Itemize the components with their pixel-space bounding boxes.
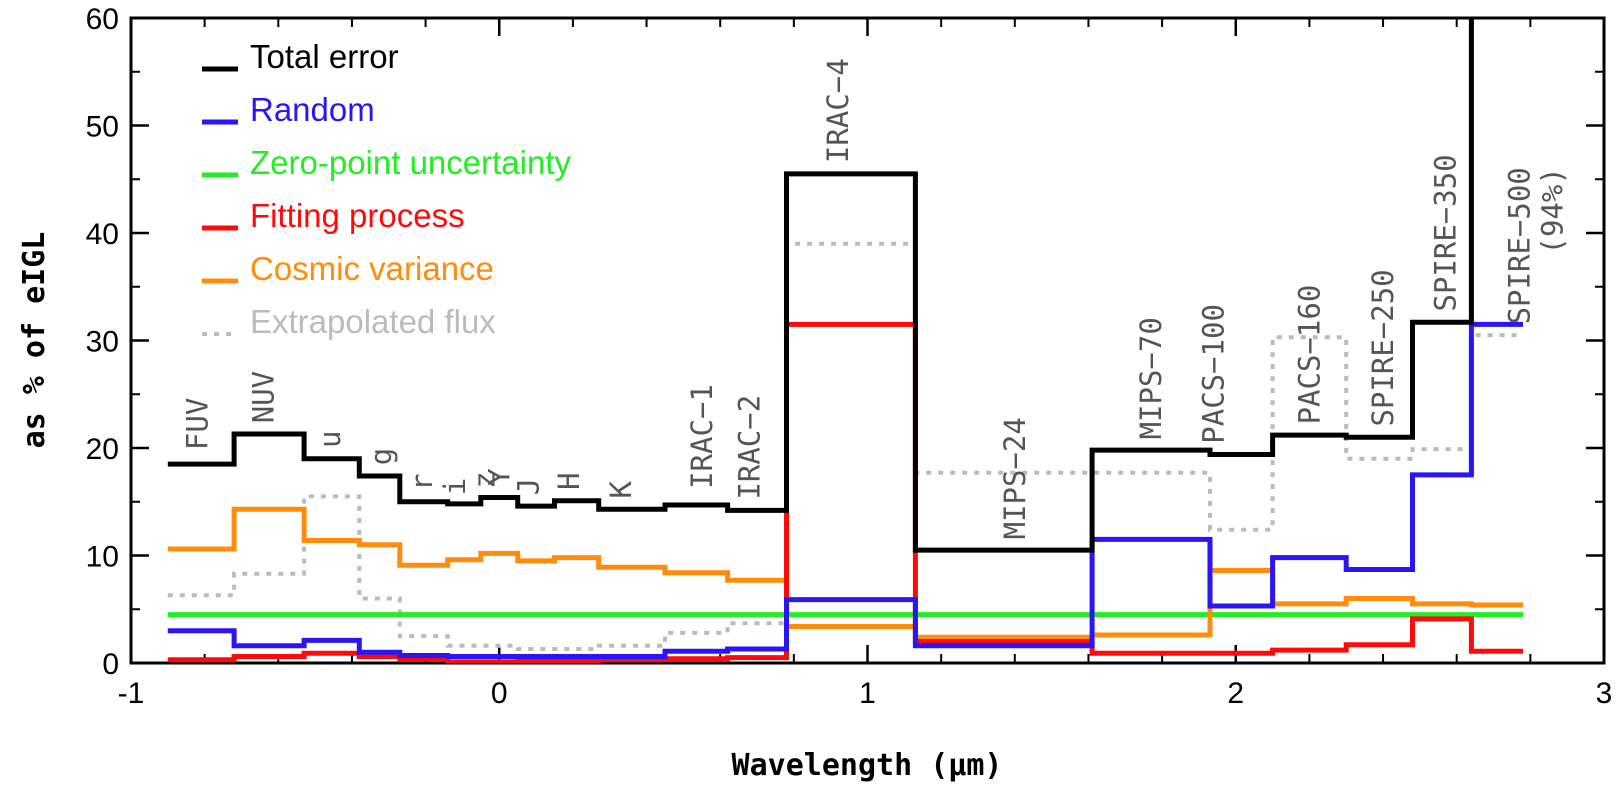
y-tick-label: 50 [86,111,119,144]
band-label: IRAC−1 [685,384,719,489]
x-axis-title: Wavelength (μm) [732,748,1003,783]
x-tick-label: 3 [1596,677,1613,710]
band-label: r [405,474,439,491]
band-label: PACS−160 [1292,285,1326,425]
chart: -1 0 1 2 30102030405060 FUVNUVugr izYJ H KIRAC−… [0,0,1620,788]
band-label: FUV [180,398,214,450]
band-label: K [604,481,638,499]
series-line-cosmic-variance [168,509,1523,637]
band-label: u [313,431,347,448]
legend-label: Total error [250,38,399,75]
legend-label: Random [250,91,375,128]
y-axis-title: as % of eIGL [17,232,52,449]
legend-label: Extrapolated flux [250,303,496,340]
legend: Total error Random Zero-point uncertainty F… [202,38,571,340]
y-tick-label: 10 [86,541,119,574]
x-tick-label: 2 [1227,677,1244,710]
legend-label: Zero-point uncertainty [250,144,571,181]
legend-label: Cosmic variance [250,250,494,287]
band-label: IRAC−2 [733,395,767,500]
x-tick-label: 0 [491,677,508,710]
band-label: (94%) [1535,167,1569,254]
band-label: J [512,478,546,495]
band-label: H [552,472,586,489]
band-label: SPIRE−500 [1502,167,1536,324]
y-tick-label: 60 [86,3,119,36]
legend-label: Fitting process [250,197,465,234]
x-tick-label: 1 [859,677,876,710]
y-tick-label: 0 [102,648,119,681]
band-label: NUV [247,371,281,423]
band-label: IRAC−4 [821,58,855,163]
y-tick-label: 30 [86,326,119,359]
band-label: SPIRE−350 [1429,154,1463,311]
x-tick-label: -1 [118,677,145,710]
band-label: SPIRE−250 [1366,269,1400,426]
y-tick-label: 20 [86,433,119,466]
y-tick-label: 40 [86,218,119,251]
band-label: MIPS−70 [1134,317,1168,439]
band-label: PACS−100 [1197,304,1231,444]
band-label: g [364,448,398,465]
band-label: MIPS−24 [998,417,1032,539]
